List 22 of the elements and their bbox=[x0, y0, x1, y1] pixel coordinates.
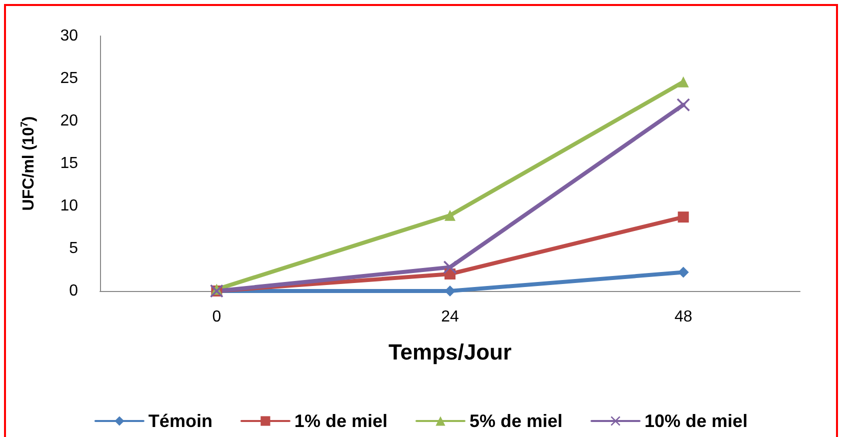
y-tick-label: 0 bbox=[69, 282, 78, 300]
point bbox=[444, 210, 456, 221]
x-tick-label: 24 bbox=[441, 308, 459, 326]
point bbox=[678, 76, 689, 88]
y-tick-label: 30 bbox=[60, 28, 78, 44]
legend-label: 10% de miel bbox=[644, 411, 748, 431]
y-tick-label: 20 bbox=[60, 112, 78, 130]
legend-label: Témoin bbox=[148, 411, 212, 431]
y-tick-label: 15 bbox=[60, 155, 78, 172]
point bbox=[678, 266, 689, 278]
x-tick-label: 0 bbox=[212, 308, 222, 326]
point bbox=[678, 212, 689, 223]
y-tick-label: 5 bbox=[69, 240, 78, 257]
legend-label: 5% de miel bbox=[469, 411, 563, 431]
x-tick-label: 48 bbox=[674, 308, 692, 326]
legend-label: 1% de miel bbox=[294, 411, 388, 431]
x-axis-title: Temps/Jour bbox=[388, 340, 512, 364]
point bbox=[444, 260, 456, 274]
y-tick-label: 10 bbox=[60, 198, 78, 214]
y-tick-label: 25 bbox=[60, 70, 78, 87]
point bbox=[676, 98, 690, 112]
y-axis-title: UFC/ml (107) bbox=[20, 116, 38, 211]
